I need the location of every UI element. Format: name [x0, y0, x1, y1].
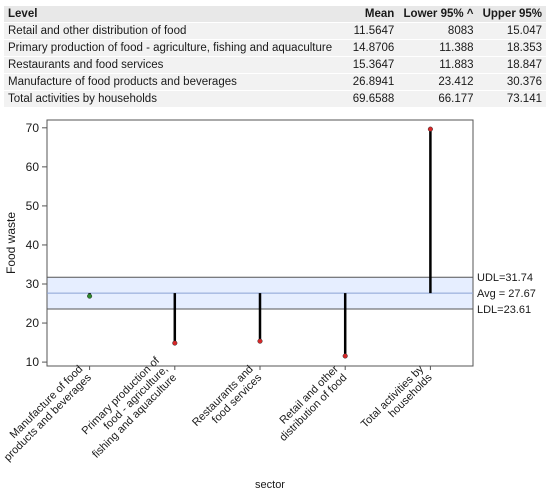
cell-level: Manufacture of food products and beverag… [4, 73, 348, 91]
means-table: Level Mean Lower 95% ^ Upper 95% Retail … [4, 6, 546, 107]
data-point [257, 338, 263, 344]
cell-lower: 66.177 [398, 90, 478, 107]
cell-mean: 11.5647 [348, 22, 399, 40]
header-lower-95[interactable]: Lower 95% ^ [398, 6, 478, 23]
cell-lower: 8083 [398, 22, 478, 40]
table-row: Total activities by households 69.6588 6… [4, 90, 546, 107]
cell-upper: 30.376 [477, 73, 546, 91]
y-tick-label: 50 [26, 199, 40, 213]
data-point [87, 293, 93, 299]
cell-mean: 14.8706 [348, 39, 399, 57]
cell-upper: 18.847 [477, 56, 546, 74]
y-tick-label: 70 [26, 121, 40, 135]
data-point [342, 353, 348, 359]
chart-marks [87, 126, 433, 359]
cell-level: Primary production of food - agriculture… [4, 39, 348, 57]
table-header-row: Level Mean Lower 95% ^ Upper 95% [4, 6, 546, 23]
ldl-label: LDL=23.61 [477, 304, 531, 316]
cell-upper: 15.047 [477, 22, 546, 40]
y-tick-label: 60 [26, 160, 40, 174]
cell-level: Restaurants and food services [4, 56, 348, 74]
header-mean[interactable]: Mean [348, 6, 399, 23]
cell-lower: 11.388 [398, 39, 478, 57]
cell-lower: 23.412 [398, 73, 478, 91]
cell-upper: 73.141 [477, 90, 546, 107]
data-point [427, 126, 433, 132]
cell-level: Total activities by households [4, 90, 348, 107]
x-tick-label-line: Manufacture of food [8, 363, 86, 441]
y-axis-label: Food waste [4, 212, 18, 274]
y-tick-label: 20 [26, 316, 40, 330]
y-axis-ticks: 10 20 30 40 50 60 70 [26, 121, 47, 369]
x-axis-label: sector [255, 479, 285, 491]
x-tick-label-line: products and beverages [2, 371, 94, 463]
data-point [172, 340, 178, 346]
y-tick-label: 10 [26, 355, 40, 369]
cell-level: Retail and other distribution of food [4, 22, 348, 40]
avg-label: Avg = 27.67 [477, 288, 536, 300]
table-row: Retail and other distribution of food 11… [4, 22, 546, 40]
anom-chart: UDL=31.74 Avg = 27.67 LDL=23.61 10 20 30 40 50… [2, 119, 536, 491]
cell-mean: 69.6588 [348, 90, 399, 107]
cell-upper: 18.353 [477, 39, 546, 57]
table-row: Restaurants and food services 15.3647 11… [4, 56, 546, 74]
cell-mean: 15.3647 [348, 56, 399, 74]
cell-mean: 26.8941 [348, 73, 399, 91]
header-upper-95[interactable]: Upper 95% [477, 6, 546, 23]
header-level[interactable]: Level [4, 6, 348, 23]
y-tick-label: 30 [26, 277, 40, 291]
table-row: Manufacture of food products and beverag… [4, 73, 546, 91]
table-row: Primary production of food - agriculture… [4, 39, 546, 57]
udl-label: UDL=31.74 [477, 272, 533, 284]
y-tick-label: 40 [26, 238, 40, 252]
cell-lower: 11.883 [398, 56, 478, 74]
